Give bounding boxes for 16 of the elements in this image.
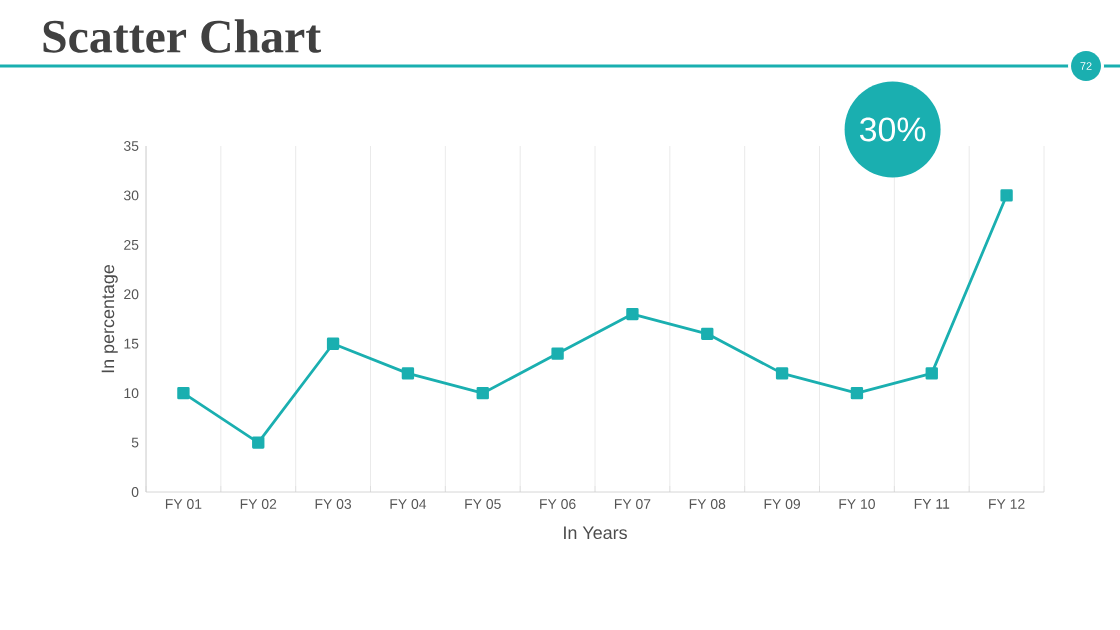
point (177, 386, 190, 400)
x-axis-title: In Years (564, 526, 627, 540)
point (252, 436, 265, 449)
y-axis-title: In percentage (101, 264, 118, 373)
annotation: 30% (859, 117, 926, 142)
point (850, 386, 864, 400)
point (1000, 189, 1013, 202)
point (476, 386, 489, 400)
point (401, 367, 415, 380)
point (701, 327, 714, 341)
point (775, 367, 789, 380)
point (626, 307, 639, 321)
point (551, 347, 564, 360)
chart-title: Scatter Chart (43, 19, 322, 53)
point (326, 337, 340, 350)
point (925, 367, 938, 380)
